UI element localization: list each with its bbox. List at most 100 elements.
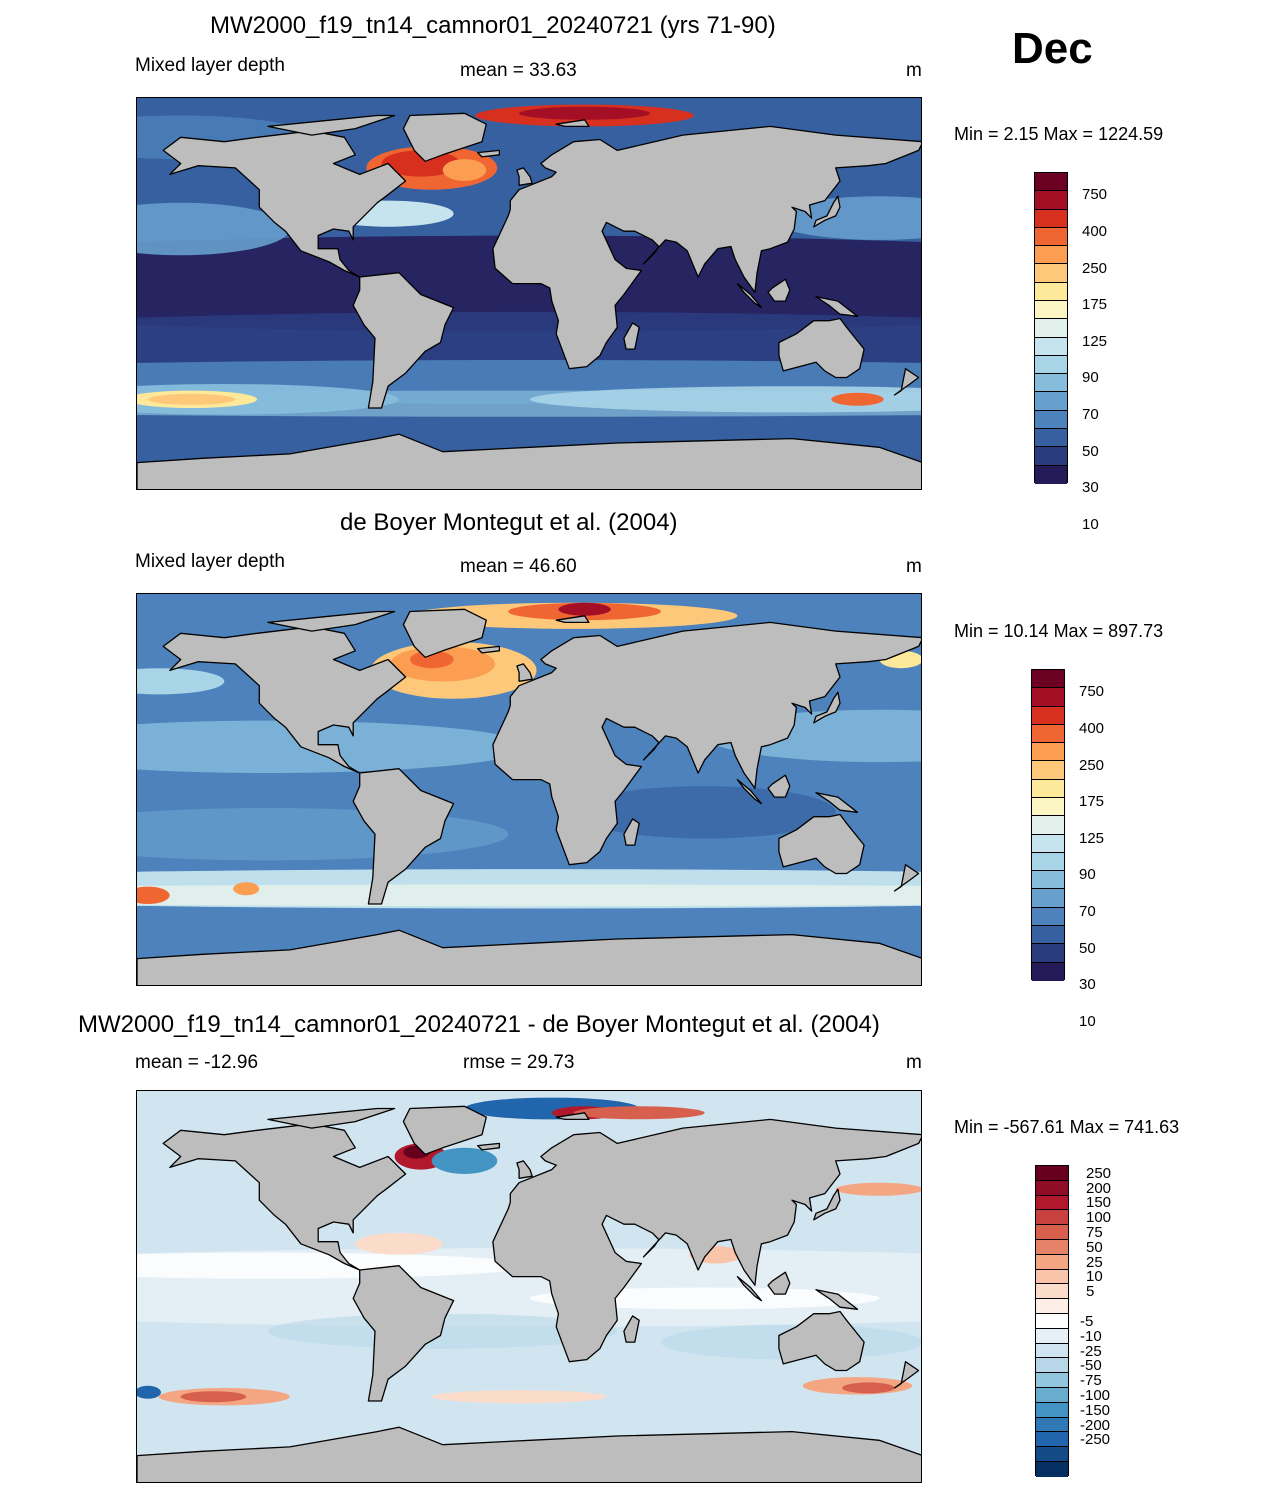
panel-1-minmax: Min = 2.15 Max = 1224.59 [954, 124, 1164, 144]
panel-2-minmax: Min = 10.14 Max = 897.73 [954, 621, 1164, 641]
colorbar-label: -75 [1080, 1372, 1102, 1390]
colorbar-label: 400 [1079, 720, 1105, 738]
colorbar-label: -250 [1080, 1431, 1111, 1449]
colorbar-label: 50 [1086, 1238, 1103, 1256]
colorbar-label: 100 [1086, 1209, 1112, 1227]
landmass-northAmerica [162, 626, 407, 774]
landmass-newGuinea [815, 1289, 859, 1310]
colorbar-box [1032, 871, 1064, 890]
landmass-arcticIsl [267, 610, 396, 632]
field-feature [137, 668, 225, 695]
colorbar-box [1035, 447, 1067, 466]
landmass-svalbard [555, 615, 590, 624]
field-feature [530, 386, 921, 413]
landmass-arcticIsl [267, 114, 396, 136]
colorbar-label: -100 [1080, 1386, 1111, 1404]
colorbar-label: 25 [1086, 1253, 1103, 1271]
colorbar-box [1032, 670, 1064, 689]
colorbar-label: -5 [1080, 1312, 1094, 1330]
field-feature [558, 602, 611, 616]
colorbar-box [1035, 374, 1067, 393]
panel-2-title: de Boyer Montegut et al. (2004) [340, 509, 678, 536]
landmass-borneo [767, 1271, 791, 1295]
field-feature [137, 884, 921, 907]
colorbar-box [1036, 1254, 1068, 1270]
colorbar-box [1035, 465, 1067, 484]
colorbar-box [1036, 1239, 1068, 1255]
colorbar-box [1035, 300, 1067, 320]
landmass-sumatra [736, 282, 763, 309]
field-feature [431, 1147, 498, 1174]
colorbar-box [1035, 428, 1067, 448]
landmass-australia [778, 813, 865, 875]
panel-1-left-label: Mixed layer depth [135, 55, 285, 76]
landmass-afroEurasia [492, 621, 921, 866]
landmass-northAmerica [162, 130, 407, 278]
landmass-afroEurasia [492, 125, 921, 370]
panel-2-mean: mean = 46.60 [460, 556, 577, 577]
field-feature [835, 1182, 921, 1196]
landmass-madagascar [623, 322, 640, 350]
field-feature [410, 650, 454, 669]
colorbar-box [1032, 779, 1064, 798]
colorbar-box [1036, 1210, 1068, 1226]
panel-2-map [136, 593, 922, 986]
colorbar-box [1036, 1461, 1068, 1477]
panel-2-colorbar [1031, 669, 1065, 981]
field-feature [180, 1391, 247, 1403]
colorbar-box [1036, 1373, 1068, 1388]
colorbar-box [1036, 1328, 1068, 1344]
panel-3-mean: mean = -12.96 [135, 1052, 259, 1073]
panel-2-left-label: Mixed layer depth [135, 551, 285, 572]
colorbar-label: 150 [1086, 1194, 1112, 1212]
panel-1-title: MW2000_f19_tn14_camnor01_20240721 (yrs 7… [210, 12, 776, 39]
colorbar-box [1032, 907, 1064, 926]
colorbar-box [1035, 392, 1067, 411]
colorbar-box [1036, 1195, 1068, 1211]
colorbar-box [1032, 816, 1064, 835]
colorbar-box [1032, 688, 1064, 707]
colorbar-box [1036, 1299, 1068, 1314]
landmass-borneo [767, 774, 791, 798]
field-feature [137, 1252, 530, 1279]
colorbar-box [1035, 337, 1067, 356]
colorbar-label: 125 [1082, 332, 1108, 350]
colorbar-box [1035, 355, 1067, 375]
landmass-southAmerica [352, 768, 455, 905]
landmass-iceland [476, 645, 501, 654]
landmass-britain [516, 1160, 533, 1179]
landmass-australia [778, 1310, 865, 1372]
colorbar-label: 10 [1086, 1268, 1103, 1286]
field-feature [831, 392, 884, 406]
colorbar-box [1032, 743, 1064, 762]
colorbar-box [1036, 1447, 1068, 1462]
colorbar-box [1035, 173, 1067, 192]
field-feature [519, 106, 651, 120]
panel-3-title: MW2000_f19_tn14_camnor01_20240721 - de B… [78, 1011, 880, 1038]
colorbar-label: -10 [1080, 1327, 1102, 1345]
landmass-iceland [476, 1142, 501, 1151]
colorbar-label: 175 [1079, 793, 1105, 811]
landmass-svalbard [555, 1112, 590, 1121]
field-feature [147, 393, 236, 405]
colorbar-box [1035, 191, 1067, 210]
colorbar-box [1032, 706, 1064, 725]
landmass-japan [813, 195, 841, 228]
panel-1-colorbar [1034, 172, 1068, 484]
landmass-northAmerica [162, 1123, 407, 1271]
colorbar-label: 175 [1082, 296, 1108, 314]
colorbar-label: 50 [1079, 939, 1096, 957]
panel-1-mean: mean = 33.63 [460, 60, 577, 81]
colorbar-label: 90 [1079, 866, 1096, 884]
colorbar-label: 200 [1086, 1179, 1112, 1197]
colorbar-box [1036, 1402, 1068, 1418]
colorbar-label: 750 [1082, 186, 1108, 204]
landmass-antarctica [137, 929, 921, 985]
colorbar-box [1036, 1166, 1068, 1181]
landmass-arcticIsl [267, 1107, 396, 1129]
colorbar-box [1032, 925, 1064, 945]
colorbar-box [1032, 889, 1064, 908]
field-feature [268, 1313, 618, 1349]
landmass-britain [516, 167, 533, 186]
colorbar-label: 250 [1079, 756, 1105, 774]
